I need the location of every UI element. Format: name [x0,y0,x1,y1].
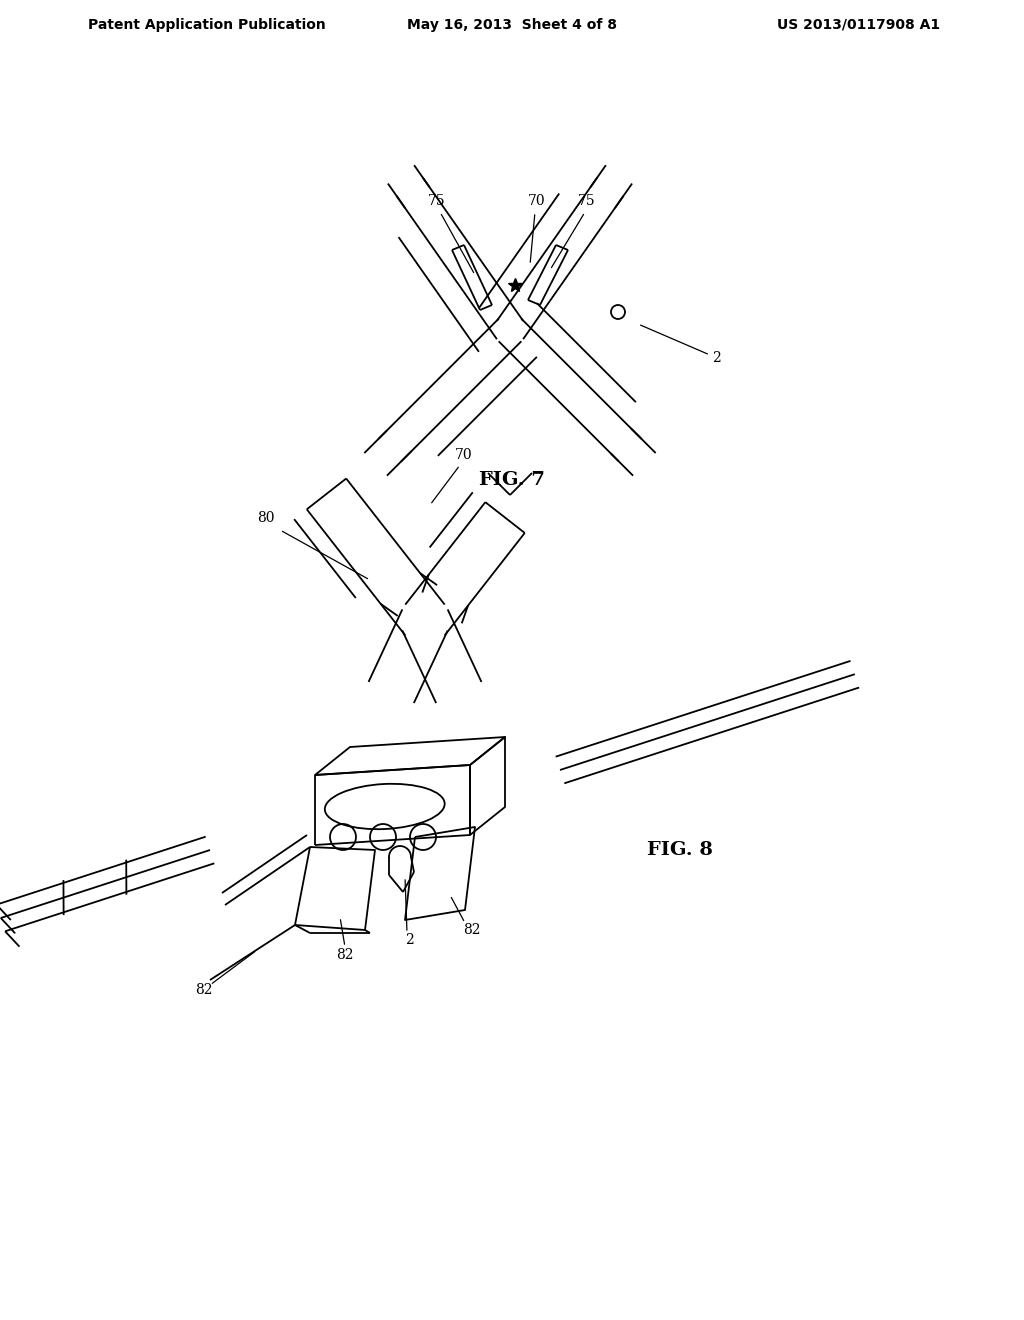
Text: 2: 2 [406,933,414,946]
Text: 70: 70 [528,194,546,209]
Text: 75: 75 [428,194,445,209]
Text: FIG. 8: FIG. 8 [647,841,713,859]
Text: US 2013/0117908 A1: US 2013/0117908 A1 [777,18,940,32]
Text: 82: 82 [336,948,353,962]
Text: 80: 80 [257,511,274,525]
Text: FIG. 7: FIG. 7 [479,471,545,488]
Text: 75: 75 [578,194,596,209]
Text: 82: 82 [463,923,480,937]
Text: Patent Application Publication: Patent Application Publication [88,18,326,32]
Text: 70: 70 [455,447,473,462]
Text: 2: 2 [712,351,721,366]
Text: 82: 82 [195,983,213,997]
Text: May 16, 2013  Sheet 4 of 8: May 16, 2013 Sheet 4 of 8 [407,18,617,32]
